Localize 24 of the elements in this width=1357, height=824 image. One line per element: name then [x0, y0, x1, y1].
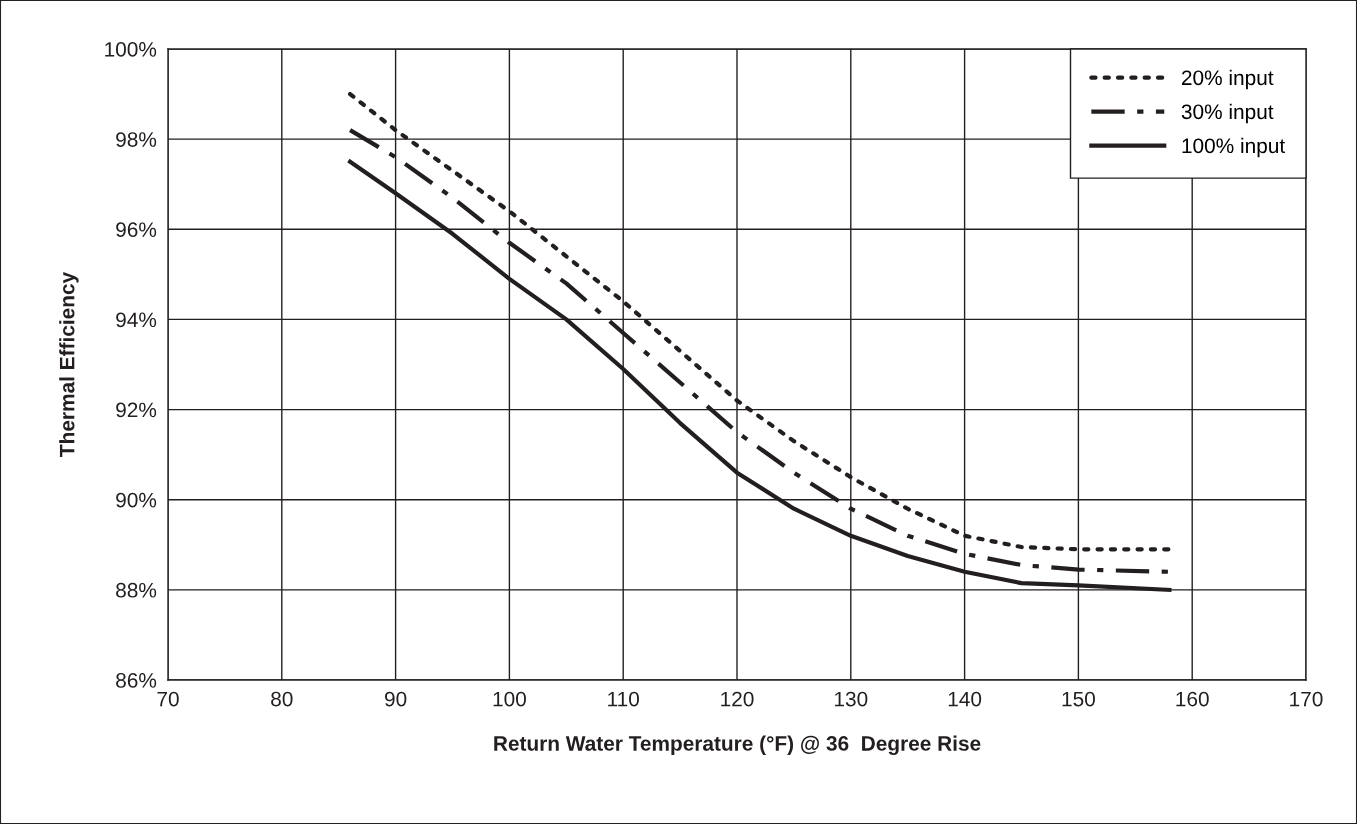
x-tick-label: 80	[271, 691, 293, 707]
x-tick-label: 130	[835, 691, 868, 707]
x-tick-label: 110	[608, 691, 639, 707]
x-tick-label: 90	[384, 691, 407, 707]
y-tick-label: 92%	[116, 402, 157, 418]
x-tick-label: 70	[157, 691, 179, 707]
x-tick-label: 170	[1290, 691, 1323, 707]
x-tick-label: 150	[1062, 691, 1095, 707]
y-tick-label: 88%	[116, 582, 157, 598]
y-tick-label: 90%	[116, 492, 157, 508]
y-tick-label: 98%	[116, 132, 157, 147]
y-tick-label: 94%	[116, 312, 157, 328]
y-tick-label: 100%	[105, 42, 157, 57]
legend-label: 30% input	[1181, 103, 1274, 124]
y-tick-label: 96%	[116, 222, 157, 238]
x-tick-label: 140	[948, 691, 982, 707]
y-tick-label: 86%	[116, 673, 157, 688]
x-tick-label: 160	[1176, 691, 1209, 707]
x-tick-label: 120	[721, 691, 754, 707]
x-axis-title: Return Water Temperature (°F) @ 36 Degree Rise	[494, 735, 981, 756]
x-tick-label: 100	[493, 691, 526, 707]
y-axis-title: Thermal Efficiency	[59, 271, 79, 457]
legend-label: 20% input	[1181, 69, 1274, 90]
legend-label: 100% input	[1182, 137, 1286, 158]
